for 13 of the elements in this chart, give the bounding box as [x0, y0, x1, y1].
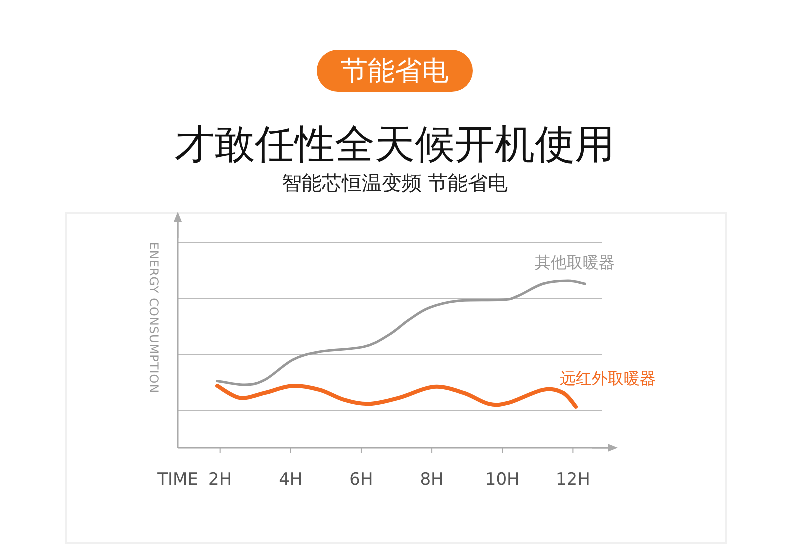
annotation: 节能省电	[317, 50, 473, 92]
x-tick-label: 12H	[556, 470, 590, 490]
x-tick-label: 8H	[420, 470, 444, 490]
x-axis-title: TIME	[156, 470, 198, 490]
series-label: 其他取暖器	[535, 253, 616, 272]
x-tick-label: 6H	[350, 470, 374, 490]
x-tick-label: 2H	[208, 470, 232, 490]
x-tick-label: 4H	[279, 470, 303, 490]
chart-subtitle: 智能芯恒温变频 节能省电	[282, 171, 508, 195]
series-label: 远红外取暖器	[560, 368, 656, 388]
y-axis-title: ENERGY CONSUMPTION	[147, 242, 161, 394]
x-tick-label: 10H	[485, 470, 520, 490]
chart-title: 才敢任性全天候开机使用	[175, 122, 615, 168]
